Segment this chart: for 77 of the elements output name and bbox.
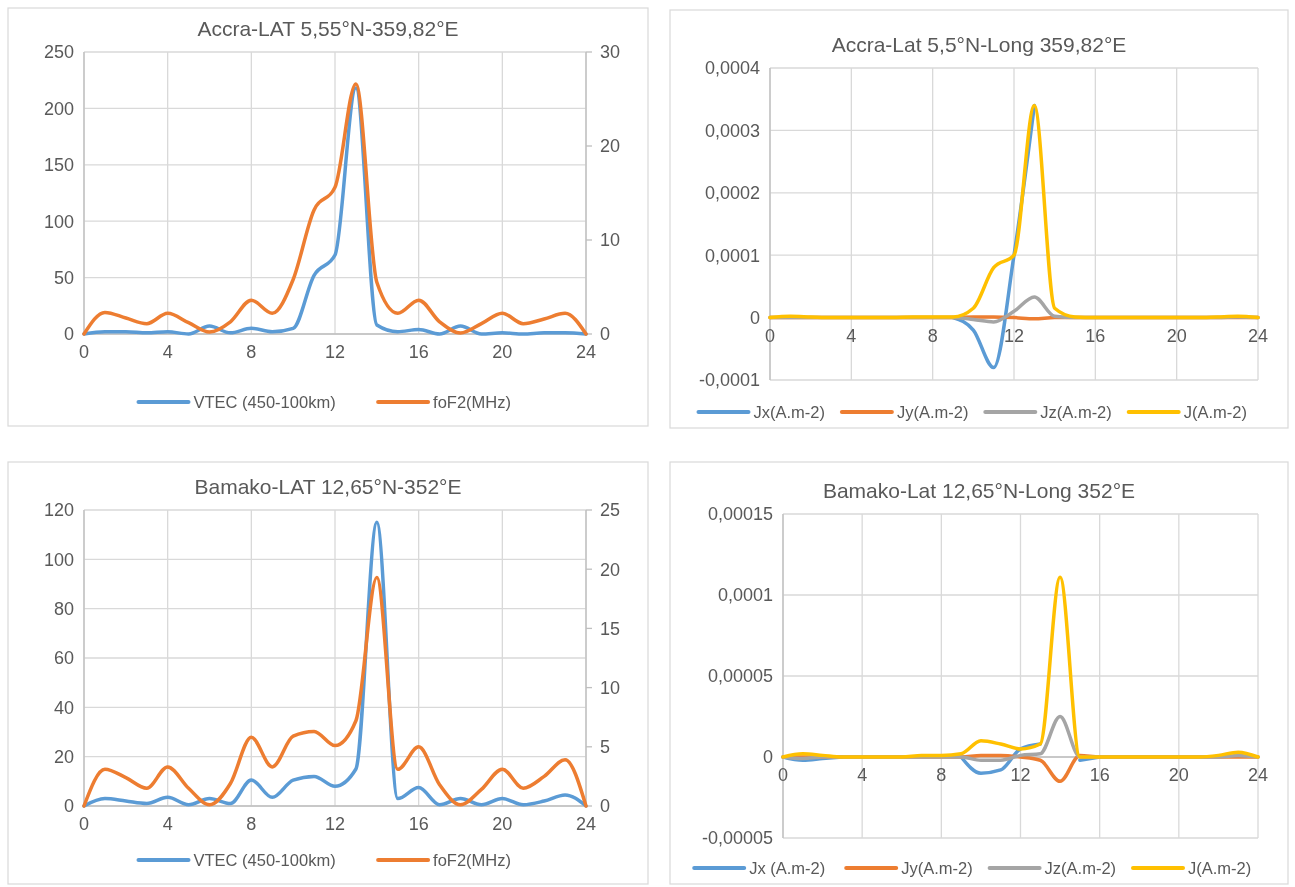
chart-title: Accra-LAT 5,55°N-359,82°E: [197, 17, 459, 40]
x-tick-label: 24: [1247, 325, 1269, 346]
y-tick-label: 0: [762, 747, 773, 768]
x-tick-label: 12: [324, 342, 346, 362]
y2-tick-label: 30: [600, 42, 621, 63]
legend-label: Jz(A.m-2): [1040, 402, 1112, 421]
x-tick-label: 24: [575, 814, 597, 834]
y2-tick-label: 20: [600, 136, 621, 157]
legend-label: foF2(MHz): [433, 850, 512, 869]
legend-label: VTEC (450-100km): [193, 850, 336, 869]
chart-title: Accra-Lat 5,5°N-Long 359,82°E: [831, 33, 1127, 56]
x-tick-label: 4: [846, 325, 857, 346]
y-tick-label: 0,0004: [704, 58, 760, 79]
y-tick-label: 100: [43, 549, 74, 570]
x-tick-label: 4: [162, 342, 173, 362]
line-series: [781, 575, 1260, 759]
y-tick-label: 0,00005: [707, 666, 773, 687]
y-tick-label: 0,0001: [704, 245, 760, 266]
y-tick-label: 150: [43, 155, 74, 176]
chart-title: Bamako-LAT 12,65°N-352°E: [194, 475, 462, 498]
x-tick-label: 0: [78, 342, 90, 362]
x-tick-label: 8: [246, 342, 257, 362]
x-tick-label: 4: [162, 814, 173, 834]
legend-label: Jy(A.m-2): [896, 402, 969, 421]
legend-label: VTEC (450-100km): [193, 392, 336, 411]
x-tick-label: 8: [246, 814, 257, 834]
chart-title: Bamako-Lat 12,65°N-Long 352°E: [822, 479, 1136, 502]
y2-tick-label: 5: [600, 737, 611, 758]
legend-label: Jx (A.m-2): [749, 858, 826, 877]
x-tick-label: 8: [927, 325, 938, 346]
y2-tick-label: 25: [600, 500, 621, 521]
y2-tick-label: 0: [600, 796, 611, 817]
x-tick-label: 4: [857, 765, 868, 785]
x-tick-label: 0: [777, 765, 789, 785]
x-tick-label: 24: [1247, 765, 1269, 785]
y-tick-label: 20: [53, 746, 74, 767]
y2-tick-label: 10: [600, 677, 621, 698]
y-tick-label: 0: [63, 796, 74, 817]
x-tick-label: 12: [1010, 765, 1031, 785]
line-series: [768, 103, 1260, 320]
legend-label: J(A.m-2): [1188, 858, 1252, 877]
y2-tick-label: 15: [600, 618, 621, 639]
y-tick-label: 0,0001: [717, 585, 773, 606]
x-tick-label: 12: [1003, 325, 1025, 346]
y-tick-label: 250: [43, 42, 74, 63]
x-tick-label: 20: [492, 342, 513, 362]
x-tick-label: 16: [1085, 325, 1106, 346]
x-tick-label: 8: [936, 765, 947, 785]
legend-label: foF2(MHz): [433, 392, 512, 411]
x-tick-label: 16: [408, 814, 429, 834]
x-tick-label: 16: [1089, 765, 1110, 785]
legend-label: J(A.m-2): [1183, 402, 1247, 421]
legend-label: Jx(A.m-2): [753, 402, 825, 421]
y-tick-label: 0,0003: [704, 120, 760, 141]
y-tick-label: 0,0002: [704, 183, 760, 204]
y-tick-label: 200: [43, 98, 74, 119]
y-tick-label: 50: [53, 267, 74, 288]
x-tick-label: 20: [492, 814, 513, 834]
y-tick-label: -0,0001: [698, 370, 760, 391]
x-tick-label: 24: [575, 342, 597, 362]
x-tick-label: 16: [408, 342, 429, 362]
y2-tick-label: 20: [600, 559, 621, 580]
y-tick-label: 60: [53, 648, 74, 669]
y-tick-label: 120: [43, 500, 74, 521]
x-tick-label: 12: [324, 814, 346, 834]
x-tick-label: 20: [1166, 325, 1187, 346]
y-tick-label: 0,00015: [707, 504, 773, 525]
legend-label: Jz(A.m-2): [1044, 858, 1117, 877]
y-tick-label: 40: [53, 697, 74, 718]
y-tick-label: 0: [749, 307, 760, 328]
x-tick-label: 0: [78, 814, 90, 834]
legend-label: Jy(A.m-2): [901, 858, 973, 877]
x-tick-label: 20: [1168, 765, 1189, 785]
y2-tick-label: 10: [600, 230, 621, 251]
y-tick-label: 100: [43, 211, 74, 232]
y-tick-label: 80: [53, 598, 74, 619]
y-tick-label: -0,00005: [701, 828, 773, 849]
